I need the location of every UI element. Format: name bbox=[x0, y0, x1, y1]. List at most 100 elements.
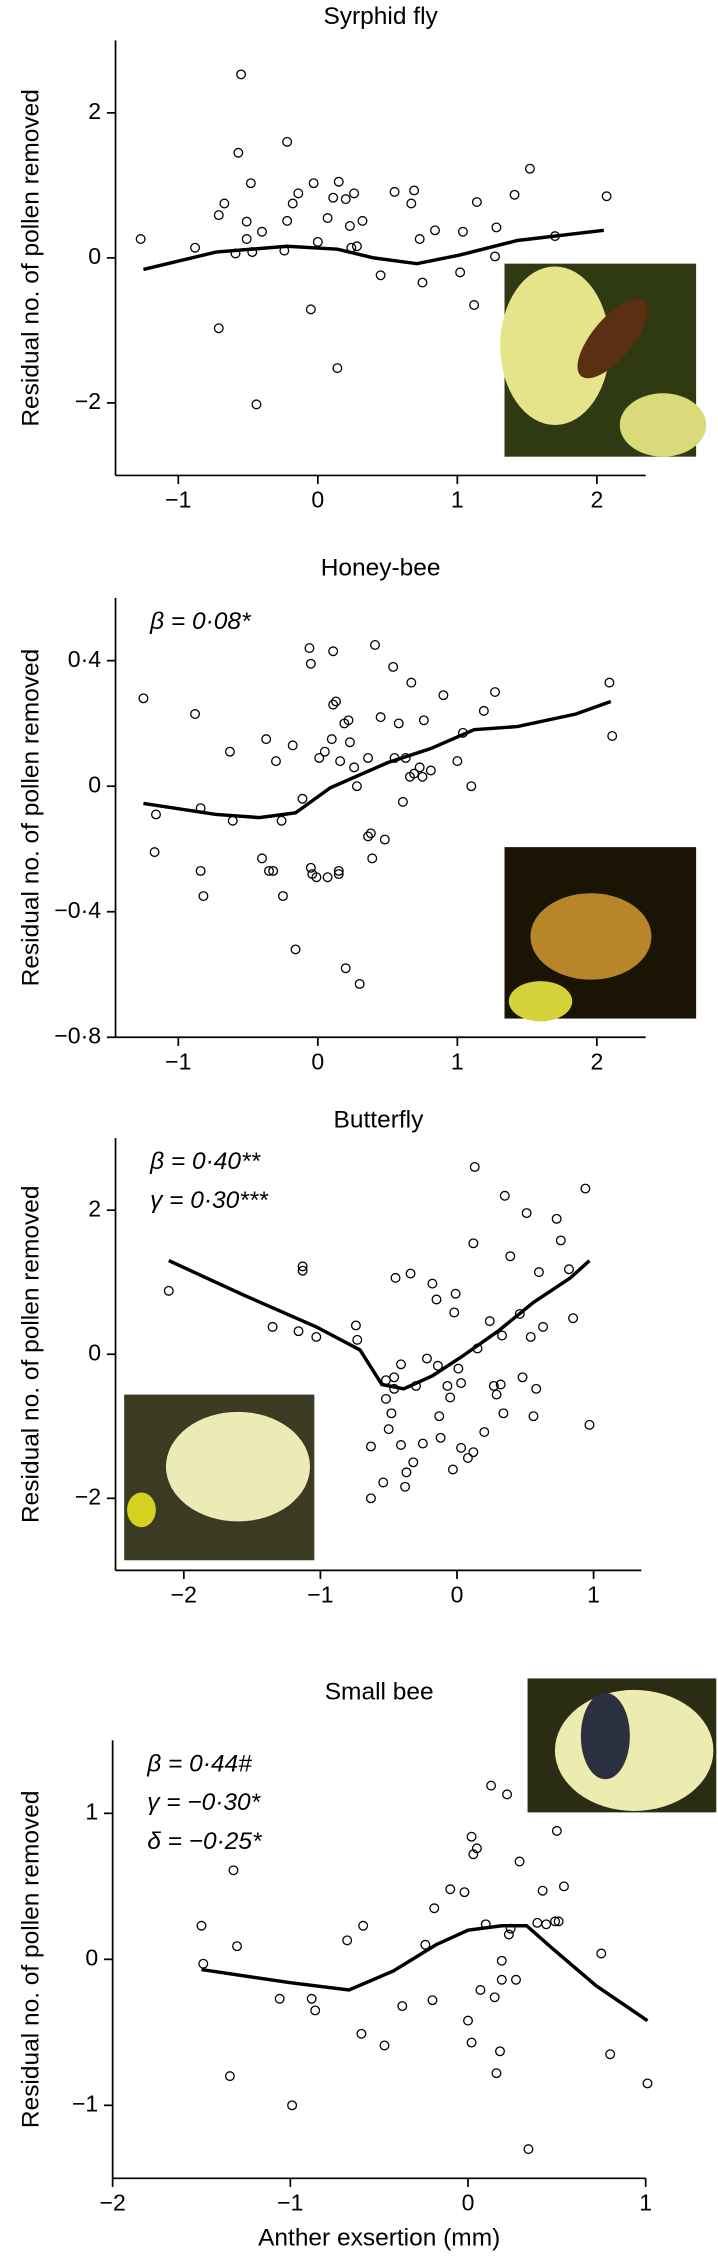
point bbox=[297, 1265, 308, 1276]
petal bbox=[500, 266, 610, 426]
point bbox=[496, 1974, 507, 1985]
point bbox=[151, 809, 161, 820]
point bbox=[496, 1955, 507, 1966]
point bbox=[430, 225, 440, 236]
point bbox=[406, 677, 417, 688]
point bbox=[524, 163, 535, 174]
petal bbox=[508, 981, 573, 1022]
point bbox=[490, 687, 500, 698]
point bbox=[378, 1477, 389, 1488]
point bbox=[456, 1378, 467, 1389]
point bbox=[596, 1948, 607, 1959]
point bbox=[468, 1238, 479, 1249]
insect bbox=[577, 298, 648, 379]
point bbox=[357, 215, 368, 226]
point bbox=[396, 1359, 406, 1370]
point bbox=[523, 2144, 534, 2155]
point bbox=[568, 1313, 579, 1324]
point bbox=[241, 216, 252, 227]
smooth-curve bbox=[168, 1259, 591, 1391]
y-axis-label: Residual no. of pollen removed bbox=[17, 649, 44, 987]
point bbox=[445, 1392, 456, 1403]
chart-title: Syrphid fly bbox=[323, 3, 438, 30]
point bbox=[505, 1251, 516, 1262]
point bbox=[328, 699, 339, 710]
point bbox=[350, 1320, 361, 1331]
x-tick-label: 2 bbox=[590, 486, 603, 512]
x-tick-label: 0 bbox=[311, 486, 324, 512]
point bbox=[495, 1379, 506, 1390]
y-tick-label: −0·8 bbox=[54, 1022, 101, 1048]
point bbox=[282, 136, 293, 147]
point bbox=[456, 1442, 467, 1453]
point bbox=[514, 1308, 525, 1319]
point bbox=[375, 712, 386, 723]
point bbox=[397, 2001, 408, 2012]
panel: Butterfly Residual no. of pollen removed −… bbox=[17, 1106, 642, 1607]
point bbox=[409, 768, 420, 779]
point bbox=[466, 781, 477, 792]
point bbox=[367, 853, 378, 864]
point bbox=[449, 1307, 460, 1318]
point bbox=[233, 147, 244, 158]
point bbox=[442, 1380, 453, 1391]
point bbox=[257, 226, 267, 237]
point bbox=[335, 756, 346, 767]
y-tick-label: −2 bbox=[75, 388, 101, 414]
y-axis-label: Residual no. of pollen removed bbox=[17, 1791, 44, 2129]
smooth-curve bbox=[143, 228, 605, 272]
point bbox=[287, 2100, 298, 2111]
point bbox=[409, 185, 420, 196]
y-tick-label: 0 bbox=[88, 243, 101, 269]
petal bbox=[554, 1689, 714, 1811]
point bbox=[342, 1935, 353, 1946]
point bbox=[379, 834, 390, 845]
point bbox=[418, 715, 429, 726]
x-tick-label: −1 bbox=[165, 486, 191, 512]
point bbox=[365, 1493, 376, 1504]
x-axis-label: Anther exsertion (mm) bbox=[258, 2224, 500, 2251]
point bbox=[297, 1261, 308, 1272]
point bbox=[462, 1453, 473, 1463]
point bbox=[293, 1326, 304, 1337]
point bbox=[401, 1467, 412, 1478]
point bbox=[322, 213, 333, 223]
point bbox=[365, 1441, 376, 1452]
point bbox=[484, 1316, 495, 1327]
point bbox=[450, 1288, 461, 1299]
point bbox=[491, 2068, 502, 2079]
point bbox=[509, 189, 520, 200]
point bbox=[471, 197, 482, 208]
point bbox=[491, 1389, 502, 1400]
annotation: γ = 0·30*** bbox=[150, 1187, 269, 1214]
point bbox=[453, 1363, 464, 1374]
point bbox=[319, 746, 330, 757]
point bbox=[274, 1993, 285, 2004]
y-tick-label: 1 bbox=[85, 1798, 98, 1824]
point bbox=[271, 756, 281, 767]
point bbox=[213, 210, 224, 221]
x-tick-label: 2 bbox=[590, 1048, 603, 1074]
point bbox=[297, 793, 308, 804]
petal bbox=[619, 393, 707, 457]
point bbox=[328, 646, 339, 657]
point bbox=[236, 69, 247, 80]
point bbox=[190, 709, 201, 719]
point bbox=[521, 1208, 532, 1219]
point bbox=[389, 186, 400, 197]
point bbox=[400, 1481, 411, 1492]
annotation: β = 0·40** bbox=[149, 1148, 261, 1175]
point bbox=[427, 1278, 438, 1289]
point bbox=[306, 1993, 317, 2004]
point bbox=[471, 1843, 482, 1854]
point bbox=[564, 1264, 574, 1275]
point bbox=[517, 1372, 528, 1383]
point bbox=[427, 1995, 438, 2006]
point bbox=[344, 737, 355, 748]
point bbox=[503, 1929, 514, 1940]
point bbox=[488, 1380, 499, 1391]
point bbox=[601, 191, 612, 202]
point bbox=[241, 234, 252, 244]
point bbox=[308, 178, 319, 189]
